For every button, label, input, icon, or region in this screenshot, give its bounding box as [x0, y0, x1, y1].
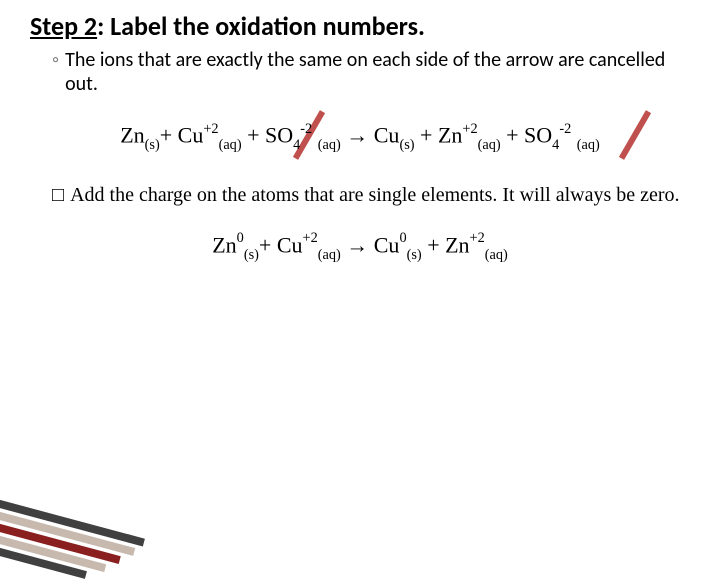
step-rest: : Label the oxidation numbers.	[97, 10, 425, 42]
strike-2	[619, 110, 651, 160]
bullet-text-2: Add the charge on the atoms that are sin…	[70, 183, 679, 208]
step-label: Step 2	[30, 10, 97, 42]
checkbox-icon: □	[52, 183, 64, 208]
bullet-1: ◦ The ions that are exactly the same on …	[52, 48, 690, 96]
bullet-text-1: The ions that are exactly the same on ea…	[65, 48, 690, 96]
equation-1: Zn(s)+ Cu+2(aq) + SO4-2 (aq) → Cu(s) + Z…	[40, 122, 680, 153]
equation-2: Zn0(s)+ Cu+2(aq) → Cu0(s) + Zn+2(aq)	[40, 232, 680, 263]
bullet-marker: ◦	[52, 48, 59, 72]
step-title: Step 2: Label the oxidation numbers.	[30, 10, 690, 42]
corner-decoration	[0, 450, 170, 570]
bullet-2: □ Add the charge on the atoms that are s…	[52, 183, 690, 208]
